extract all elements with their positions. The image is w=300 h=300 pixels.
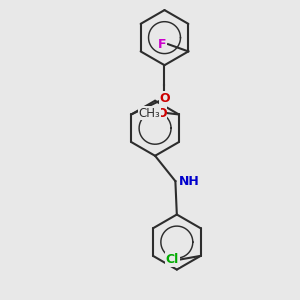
Text: O: O (156, 106, 166, 119)
Text: O: O (159, 92, 170, 105)
Text: CH₃: CH₃ (138, 106, 160, 119)
Text: F: F (158, 38, 166, 51)
Text: NH: NH (179, 175, 200, 188)
Text: Cl: Cl (166, 253, 179, 266)
